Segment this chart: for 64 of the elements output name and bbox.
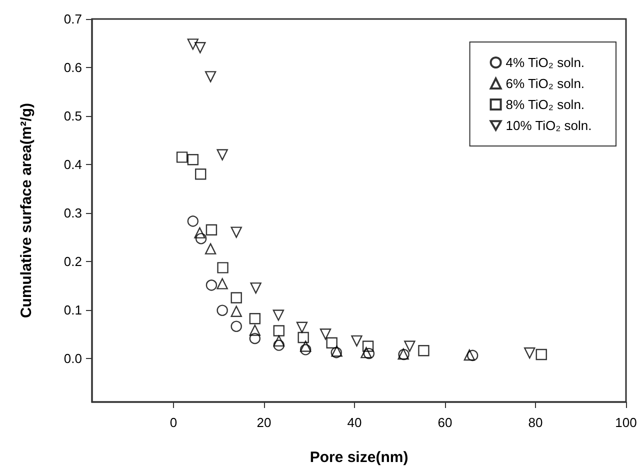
point bbox=[464, 349, 476, 361]
point bbox=[320, 328, 332, 340]
point bbox=[230, 306, 242, 317]
y-tick-label: 0.5 bbox=[64, 108, 82, 124]
point bbox=[230, 320, 242, 332]
point bbox=[296, 322, 308, 333]
point bbox=[187, 38, 199, 50]
point bbox=[206, 280, 218, 291]
point bbox=[249, 324, 261, 336]
point bbox=[216, 149, 228, 160]
point bbox=[363, 348, 375, 360]
y-tick-label: 0.6 bbox=[64, 60, 82, 75]
point bbox=[273, 325, 284, 336]
point bbox=[351, 335, 362, 347]
x-tick-label: 60 bbox=[438, 415, 452, 430]
y-tick-label: 0.1 bbox=[64, 302, 82, 318]
point bbox=[216, 278, 228, 290]
point bbox=[524, 347, 536, 359]
legend-label: 10% TiO₂ soln. bbox=[506, 118, 592, 133]
y-tick-label: 0.0 bbox=[64, 350, 82, 366]
y-axis-title: Cumulative surface area(m²/g) bbox=[18, 102, 35, 318]
x-axis-title: Pore size(nm) bbox=[310, 449, 408, 466]
point bbox=[272, 310, 284, 321]
y-tick-label: 0.2 bbox=[64, 254, 82, 269]
legend-label: 8% TiO₂ soln. bbox=[506, 97, 585, 112]
y-tick-label: 0.4 bbox=[64, 156, 82, 172]
point bbox=[418, 345, 430, 356]
point bbox=[194, 227, 206, 238]
point bbox=[249, 332, 261, 344]
point bbox=[404, 340, 416, 352]
point bbox=[230, 292, 242, 304]
x-tick-label: 20 bbox=[256, 415, 272, 430]
point bbox=[536, 348, 547, 360]
legend-label: 4% TiO₂ soln. bbox=[506, 55, 585, 70]
point bbox=[362, 340, 374, 352]
y-tick-label: 0.7 bbox=[64, 12, 82, 26]
y-tick-label: 0.3 bbox=[64, 205, 82, 220]
legend-label: 6% TiO₂ soln. bbox=[506, 76, 585, 91]
point bbox=[217, 262, 228, 274]
point bbox=[204, 243, 216, 254]
point bbox=[195, 233, 207, 244]
point bbox=[206, 224, 218, 236]
point bbox=[204, 71, 216, 82]
point bbox=[326, 337, 338, 348]
point bbox=[194, 42, 206, 54]
point bbox=[298, 332, 309, 344]
point bbox=[273, 335, 284, 347]
point bbox=[273, 340, 284, 351]
x-tick-label: 80 bbox=[528, 415, 543, 430]
point bbox=[467, 350, 478, 362]
point bbox=[230, 226, 242, 238]
point bbox=[300, 344, 312, 356]
point bbox=[216, 304, 228, 316]
point bbox=[249, 313, 261, 324]
point bbox=[195, 168, 206, 180]
x-tick-label: 100 bbox=[615, 415, 637, 430]
point bbox=[187, 154, 199, 166]
point bbox=[176, 152, 188, 163]
point bbox=[250, 282, 262, 294]
point bbox=[300, 340, 312, 352]
x-tick-label: 40 bbox=[347, 415, 362, 430]
x-tick-label: 0 bbox=[170, 415, 178, 430]
point bbox=[187, 216, 199, 227]
point bbox=[360, 346, 372, 358]
